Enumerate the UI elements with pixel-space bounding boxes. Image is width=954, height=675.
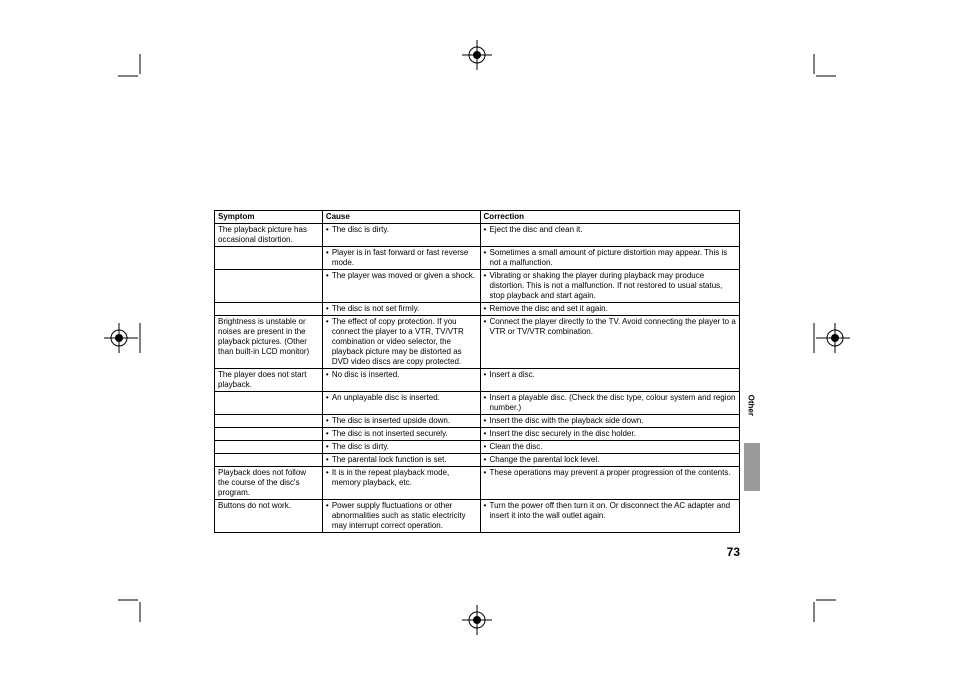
symptom-cell: The player does not start playback. (215, 369, 323, 392)
correction-cell: •Clean the disc. (480, 441, 739, 454)
cause-cell: •No disc is inserted. (322, 369, 480, 392)
correction-cell: •Vibrating or shaking the player during … (480, 270, 739, 303)
correction-cell: •Remove the disc and set it again. (480, 303, 739, 316)
crop-tr (806, 54, 836, 84)
crop-tl (118, 54, 148, 84)
regmark-bottom (462, 605, 492, 635)
table-row: •The disc is not set firmly.•Remove the … (215, 303, 740, 316)
table-row: •The disc is inserted upside down.•Inser… (215, 415, 740, 428)
symptom-cell (215, 303, 323, 316)
table-row: Buttons do not work.•Power supply fluctu… (215, 500, 740, 533)
regmark-left (104, 323, 134, 353)
table-row: The playback picture has occasional dist… (215, 224, 740, 247)
cause-cell: •The player was moved or given a shock. (322, 270, 480, 303)
cause-cell: •The effect of copy protection. If you c… (322, 316, 480, 369)
table-body: The playback picture has occasional dist… (215, 224, 740, 533)
symptom-cell: Buttons do not work. (215, 500, 323, 533)
symptom-cell: The playback picture has occasional dist… (215, 224, 323, 247)
table-row: •The disc is not inserted securely.•Inse… (215, 428, 740, 441)
th-correction: Correction (480, 211, 739, 224)
regmark-right (820, 323, 850, 353)
page: Other Symptom Cause Correction The playb… (0, 0, 954, 675)
cause-cell: •Player is in fast forward or fast rever… (322, 247, 480, 270)
correction-cell: •Turn the power off then turn it on. Or … (480, 500, 739, 533)
cause-cell: •Power supply fluctuations or other abno… (322, 500, 480, 533)
th-symptom: Symptom (215, 211, 323, 224)
crop-bl (118, 592, 148, 622)
side-tab-label: Other (746, 395, 755, 416)
symptom-cell (215, 415, 323, 428)
table-row: •Player is in fast forward or fast rever… (215, 247, 740, 270)
symptom-cell (215, 247, 323, 270)
symptom-cell (215, 270, 323, 303)
side-tab (744, 443, 760, 491)
table-row: Brightness is unstable or noises are pre… (215, 316, 740, 369)
regmark-top (462, 40, 492, 70)
cause-cell: •The disc is dirty. (322, 441, 480, 454)
cause-cell: •The disc is dirty. (322, 224, 480, 247)
table-row: •The disc is dirty.•Clean the disc. (215, 441, 740, 454)
table-row: •An unplayable disc is inserted.•Insert … (215, 392, 740, 415)
symptom-cell (215, 454, 323, 467)
symptom-cell: Playback does not follow the course of t… (215, 467, 323, 500)
page-number: 73 (727, 545, 740, 559)
th-cause: Cause (322, 211, 480, 224)
cause-cell: •The parental lock function is set. (322, 454, 480, 467)
crop-br (806, 592, 836, 622)
table-row: •The parental lock function is set.•Chan… (215, 454, 740, 467)
correction-cell: •Insert the disc with the playback side … (480, 415, 739, 428)
cause-cell: •The disc is not inserted securely. (322, 428, 480, 441)
symptom-cell: Brightness is unstable or noises are pre… (215, 316, 323, 369)
cause-cell: •An unplayable disc is inserted. (322, 392, 480, 415)
correction-cell: •Sometimes a small amount of picture dis… (480, 247, 739, 270)
troubleshooting-table-container: Symptom Cause Correction The playback pi… (214, 210, 740, 533)
troubleshooting-table: Symptom Cause Correction The playback pi… (214, 210, 740, 533)
correction-cell: •Insert a playable disc. (Check the disc… (480, 392, 739, 415)
correction-cell: •These operations may prevent a proper p… (480, 467, 739, 500)
correction-cell: •Insert the disc securely in the disc ho… (480, 428, 739, 441)
correction-cell: •Change the parental lock level. (480, 454, 739, 467)
correction-cell: •Connect the player directly to the TV. … (480, 316, 739, 369)
symptom-cell (215, 392, 323, 415)
correction-cell: •Eject the disc and clean it. (480, 224, 739, 247)
table-row: •The player was moved or given a shock.•… (215, 270, 740, 303)
symptom-cell (215, 441, 323, 454)
cause-cell: •The disc is not set firmly. (322, 303, 480, 316)
table-row: Playback does not follow the course of t… (215, 467, 740, 500)
cause-cell: •The disc is inserted upside down. (322, 415, 480, 428)
table-row: The player does not start playback.•No d… (215, 369, 740, 392)
correction-cell: •Insert a disc. (480, 369, 739, 392)
cause-cell: •It is in the repeat playback mode, memo… (322, 467, 480, 500)
symptom-cell (215, 428, 323, 441)
